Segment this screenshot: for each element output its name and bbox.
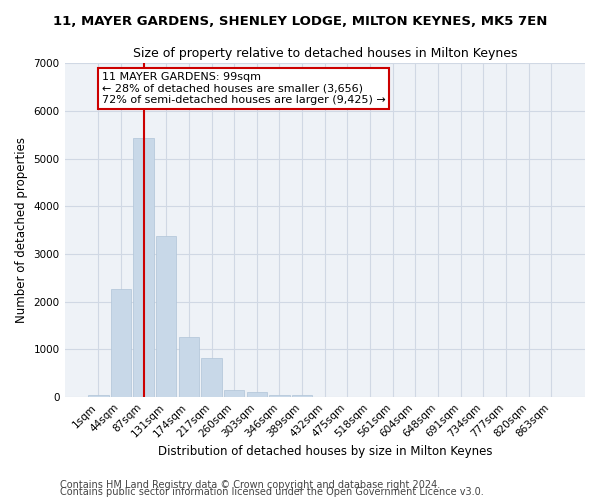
Bar — [269, 395, 290, 397]
Bar — [224, 390, 244, 397]
Title: Size of property relative to detached houses in Milton Keynes: Size of property relative to detached ho… — [133, 48, 517, 60]
Bar — [202, 358, 222, 397]
Bar — [179, 336, 199, 397]
Bar — [247, 392, 267, 397]
X-axis label: Distribution of detached houses by size in Milton Keynes: Distribution of detached houses by size … — [158, 444, 492, 458]
Text: Contains public sector information licensed under the Open Government Licence v3: Contains public sector information licen… — [60, 487, 484, 497]
Bar — [292, 395, 313, 397]
Bar — [156, 236, 176, 397]
Text: 11, MAYER GARDENS, SHENLEY LODGE, MILTON KEYNES, MK5 7EN: 11, MAYER GARDENS, SHENLEY LODGE, MILTON… — [53, 15, 547, 28]
Bar — [88, 395, 109, 397]
Bar — [133, 138, 154, 397]
Text: 11 MAYER GARDENS: 99sqm
← 28% of detached houses are smaller (3,656)
72% of semi: 11 MAYER GARDENS: 99sqm ← 28% of detache… — [102, 72, 386, 105]
Y-axis label: Number of detached properties: Number of detached properties — [15, 137, 28, 323]
Bar — [111, 289, 131, 397]
Text: Contains HM Land Registry data © Crown copyright and database right 2024.: Contains HM Land Registry data © Crown c… — [60, 480, 440, 490]
